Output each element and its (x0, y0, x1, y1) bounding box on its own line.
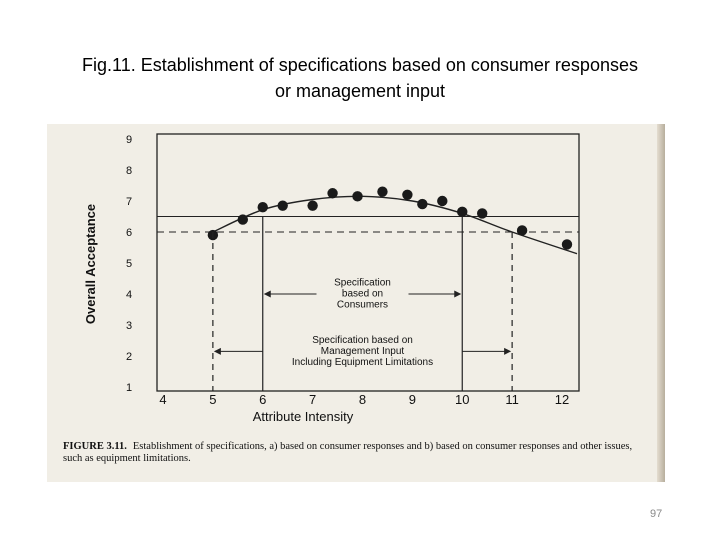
data-point (457, 206, 468, 218)
data-point (257, 202, 268, 213)
data-point (307, 200, 318, 211)
slide-title-line-2: or management input (274, 81, 446, 101)
x-tick-label: 4 (159, 392, 166, 407)
figure-caption-label: FIGURE 3.11. (63, 441, 127, 452)
y-tick-label: 7 (126, 196, 132, 208)
slide-title-line-1: Fig.11. Establishment of specifications … (82, 55, 638, 75)
data-point (437, 195, 448, 207)
y-tick-label: 8 (126, 165, 132, 177)
specification-arrowhead (213, 347, 221, 355)
y-tick-label: 2 (126, 351, 132, 363)
specification-arrowhead (263, 290, 271, 298)
x-tick-label: 6 (259, 392, 266, 407)
data-point (277, 200, 288, 211)
data-point (327, 188, 338, 199)
x-tick-label: 5 (209, 392, 216, 407)
scan-edge (657, 124, 665, 482)
data-point (561, 239, 573, 250)
specification-label: Including Equipment Limitations (292, 357, 433, 368)
x-axis-label: Attribute Intensity (253, 409, 354, 424)
figure-caption: FIGURE 3.11. Establishment of specificati… (63, 441, 643, 465)
specification-arrowhead (504, 347, 512, 355)
y-tick-label: 3 (126, 320, 132, 332)
fit-curve (212, 195, 578, 255)
slide-title: Fig.11. Establishment of specifications … (20, 52, 700, 104)
data-point (516, 225, 528, 236)
x-tick-label: 12 (555, 392, 569, 407)
data-point (477, 208, 488, 219)
y-tick-label: 9 (126, 134, 132, 146)
data-point (402, 189, 413, 200)
y-tick-label: 5 (126, 258, 132, 270)
plot-frame (156, 133, 580, 392)
specification-label: Management Input (321, 346, 405, 357)
x-tick-label: 11 (505, 392, 519, 407)
specification-label: Consumers (337, 300, 388, 311)
scanned-figure: 1 2 3 4 5 6 7 8 9 4 5 6 7 8 9 10 11 12 Specification based… (47, 124, 665, 482)
page-number: 97 (650, 508, 663, 520)
specification-label: Specification based on (312, 335, 413, 346)
data-point (417, 198, 428, 210)
specification-arrowhead (454, 290, 462, 298)
y-axis-label: Overall Acceptance (83, 204, 98, 324)
figure-caption-text: Establishment of specifications, a) base… (63, 441, 633, 464)
x-tick-label: 10 (455, 392, 469, 407)
specification-label: based on (342, 289, 383, 300)
y-tick-label: 1 (126, 382, 132, 394)
data-point (352, 191, 363, 202)
x-tick-label: 7 (309, 392, 316, 407)
specification-label: Specification (334, 278, 391, 289)
x-tick-label: 8 (359, 392, 366, 407)
y-tick-label: 6 (126, 227, 132, 239)
data-point (377, 186, 388, 197)
x-tick-label: 9 (409, 392, 416, 407)
y-tick-label: 4 (126, 289, 132, 301)
data-point (237, 214, 248, 225)
